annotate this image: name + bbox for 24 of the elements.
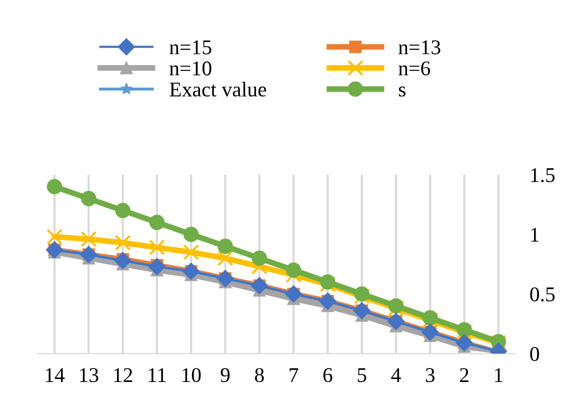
legend-label: n=6	[398, 61, 430, 76]
x-tick-label: 10	[182, 368, 201, 382]
x-tick-label: 11	[148, 368, 166, 382]
x-tick-label: 3	[426, 368, 435, 382]
x-tick-label: 1	[495, 368, 502, 382]
x-tick-label: 2	[460, 368, 468, 382]
x-tick-label: 13	[80, 368, 98, 382]
legend-label: n=13	[398, 40, 440, 54]
x-tick-label: 4	[391, 368, 401, 382]
x-tick-label: 12	[114, 368, 132, 382]
y-tick-label: 0	[530, 346, 540, 362]
legend-label: n=10	[170, 61, 212, 76]
legend-label: Exact value	[170, 82, 266, 97]
legend-label: s	[398, 86, 406, 97]
y-tick-label: 1.5	[531, 168, 555, 182]
x-tick-label: 9	[220, 368, 230, 382]
y-tick-label: 0.5	[530, 287, 555, 302]
y-tick-label: 1	[531, 228, 539, 242]
x-tick-label: 14	[46, 368, 65, 382]
x-tick-label: 7	[290, 368, 298, 382]
x-tick-label: 5	[358, 368, 366, 382]
x-tick-label: 8	[254, 368, 264, 382]
legend-label: n=15	[170, 40, 212, 54]
x-tick-label: 6	[323, 368, 332, 382]
